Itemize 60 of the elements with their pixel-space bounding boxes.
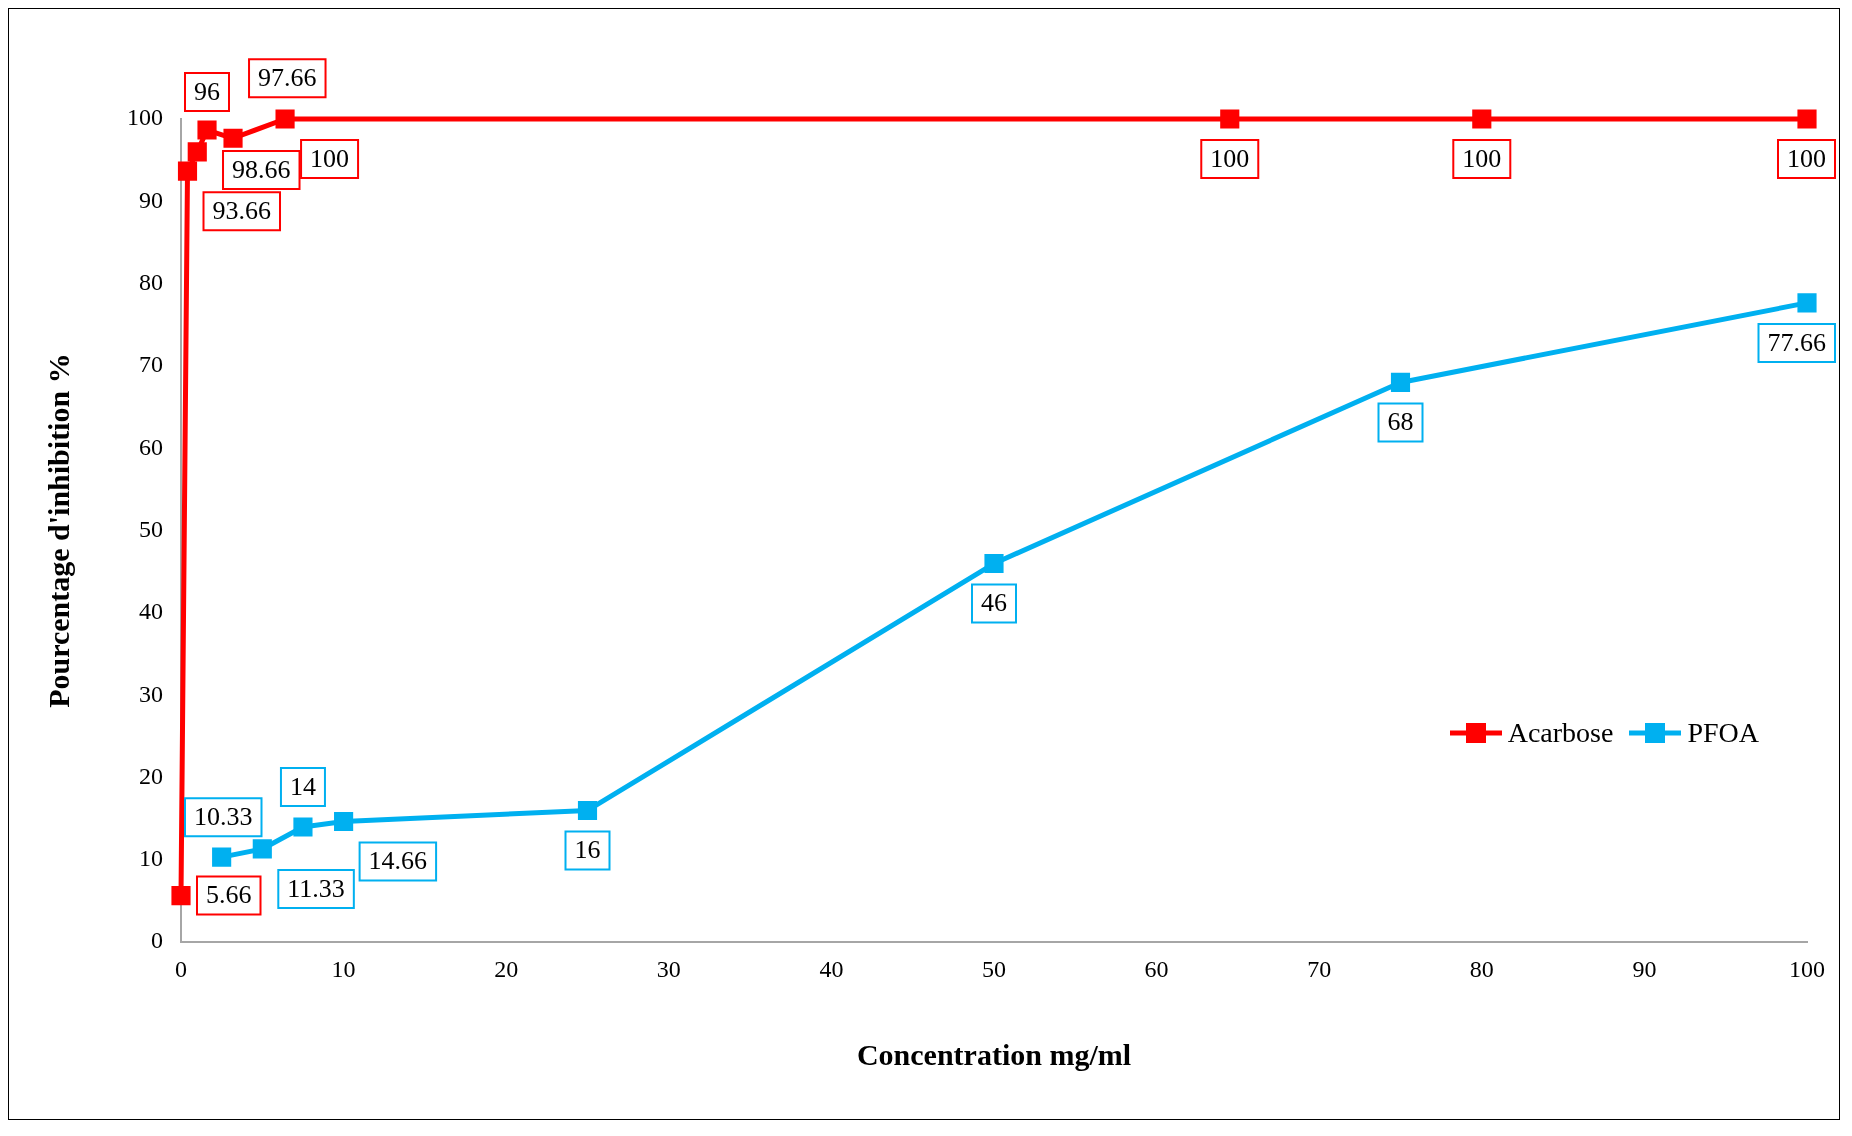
point — [1797, 109, 1817, 129]
point — [293, 817, 313, 837]
point — [984, 553, 1004, 574]
x-tick-label: 40 — [819, 955, 844, 982]
data-label: 68 — [1387, 407, 1414, 437]
point — [252, 839, 272, 859]
x-tick-label: 90 — [1632, 955, 1657, 982]
x-tick-label: 20 — [494, 955, 519, 982]
data-label: 5.66 — [206, 880, 252, 910]
data-label: 14.66 — [368, 846, 428, 876]
y-tick-label: 40 — [139, 598, 163, 625]
data-label: 93.66 — [212, 196, 271, 226]
y-tick-label: 30 — [139, 680, 163, 707]
x-tick-label: 50 — [982, 955, 1006, 982]
legend-label: PFOA — [1687, 717, 1759, 749]
x-tick-label: 70 — [1307, 955, 1332, 982]
data-label: 98.66 — [232, 154, 291, 184]
point — [1472, 109, 1492, 129]
data-label: 96 — [194, 76, 220, 106]
point — [577, 800, 598, 821]
y-tick-label: 60 — [139, 433, 163, 460]
data-label: 46 — [981, 588, 1007, 618]
y-tick-label: 20 — [139, 762, 163, 789]
y-tick-label: 10 — [139, 845, 163, 872]
x-tick-label: 30 — [656, 955, 681, 982]
legend-label: Acarbose — [1507, 717, 1614, 749]
point — [187, 142, 207, 162]
point — [223, 128, 243, 148]
x-tick-label: 10 — [331, 955, 356, 982]
point — [334, 811, 354, 832]
data-label: 97.66 — [258, 63, 317, 93]
x-tick-label: 0 — [175, 955, 187, 982]
data-label: 100 — [1787, 143, 1826, 173]
y-tick-label: 80 — [139, 268, 163, 295]
data-label: 100 — [310, 143, 350, 173]
data-label: 77.66 — [1767, 327, 1826, 357]
y-tick-label: 0 — [151, 927, 163, 954]
data-label: 100 — [1462, 143, 1502, 173]
point — [197, 120, 217, 140]
y-tick-label: 70 — [139, 351, 163, 378]
x-tick-label: 60 — [1144, 955, 1169, 982]
point — [1390, 372, 1411, 392]
y-tick-label: 50 — [139, 515, 163, 542]
point — [212, 847, 232, 867]
point — [177, 161, 198, 181]
point — [1220, 109, 1240, 129]
y-axis-title: Pourcentage d'inhibition % — [41, 353, 75, 708]
point — [1797, 293, 1817, 313]
point — [171, 886, 191, 906]
data-label: 14 — [289, 771, 316, 801]
data-label: 100 — [1210, 143, 1250, 173]
data-label: 11.33 — [287, 873, 345, 903]
y-tick-label: 90 — [139, 186, 163, 213]
x-axis-title: Concentration mg/ml — [856, 1037, 1132, 1071]
data-label: 10.33 — [194, 801, 253, 831]
x-tick-label: 80 — [1469, 955, 1494, 982]
y-tick-label: 100 — [127, 104, 163, 131]
data-label: 16 — [574, 835, 601, 865]
x-tick-label: 100 — [1789, 955, 1825, 982]
point — [275, 109, 295, 129]
